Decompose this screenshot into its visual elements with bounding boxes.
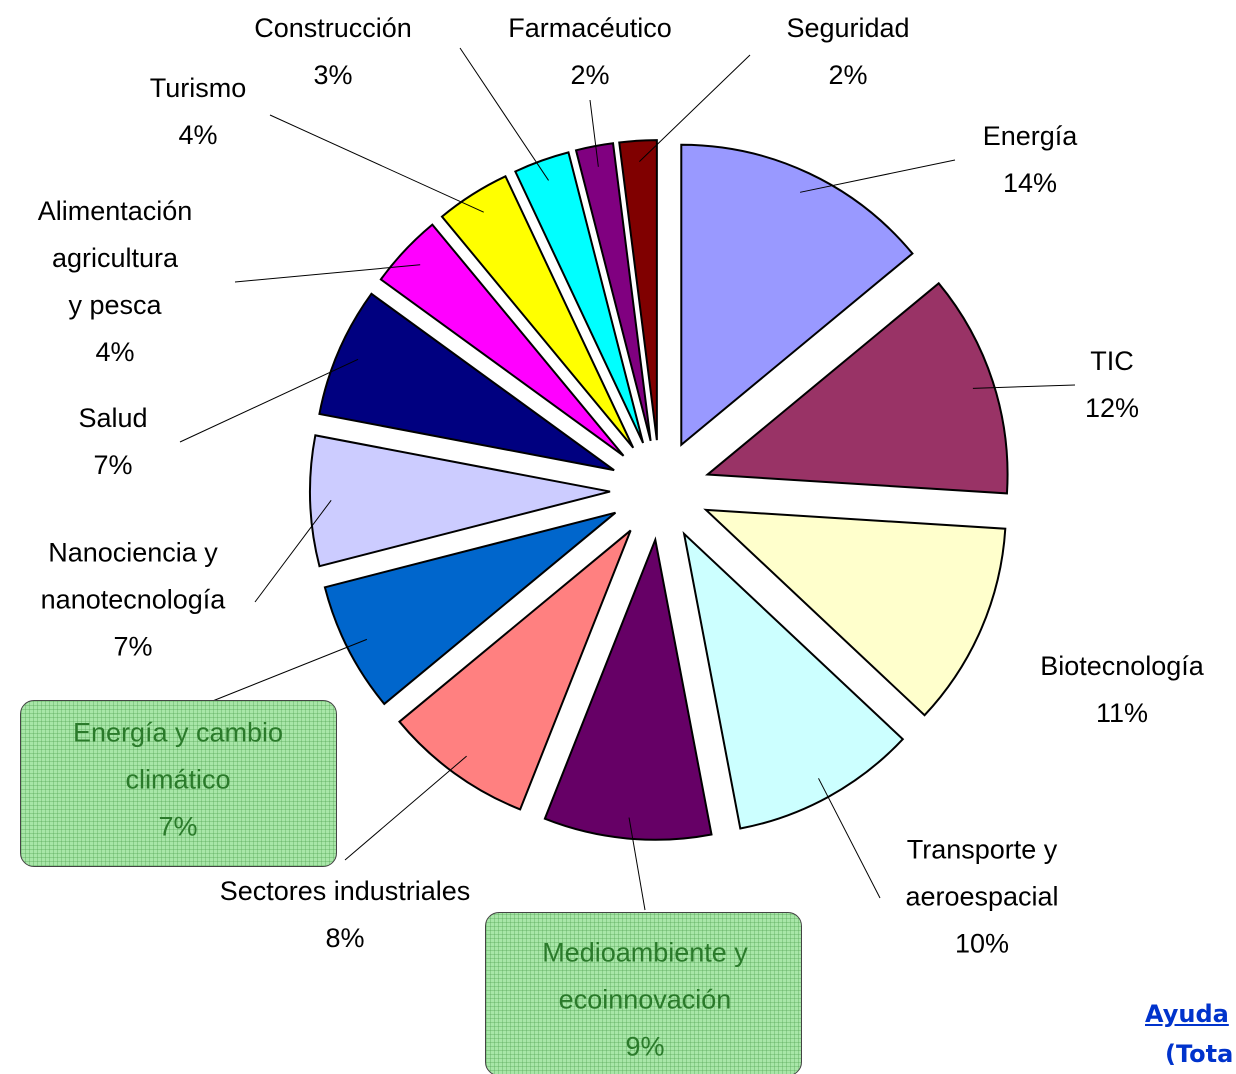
- category-label: Energía y cambio climático: [72, 717, 284, 795]
- pie-slice: [682, 530, 905, 830]
- value-label: 3%: [313, 60, 353, 90]
- leader-line: [459, 47, 549, 181]
- value-label: 7%: [158, 811, 198, 842]
- pie-slice: [680, 143, 914, 447]
- leader-line: [638, 54, 751, 163]
- annotation: Ayuda: [1145, 1000, 1229, 1028]
- slice-label: Alimentación agricultura y pesca 4%: [38, 188, 193, 376]
- slice-label: Energía 14%: [983, 113, 1078, 207]
- leader-line: [269, 114, 484, 213]
- category-label: Salud: [78, 403, 148, 433]
- value-label: 10%: [954, 928, 1010, 959]
- slice-label: Biotecnología 11%: [1040, 643, 1204, 737]
- category-label: Biotecnología: [1040, 651, 1204, 681]
- slice-label: Nanociencia y nanotecnología 7%: [41, 530, 226, 671]
- pie-slice: [704, 281, 1009, 495]
- pie-slice: [543, 536, 713, 841]
- leader-line: [344, 755, 467, 861]
- slice-label: Transporte y aeroespacial 10%: [905, 827, 1058, 968]
- value-label: 2%: [570, 60, 610, 90]
- value-label: 12%: [1084, 393, 1140, 423]
- slice-label: Farmacéutico 2%: [508, 5, 672, 99]
- category-label: Sectores industriales: [219, 876, 471, 906]
- slice-label: Salud 7%: [78, 395, 147, 489]
- category-label: Farmacéutico: [508, 13, 672, 43]
- slice-label: Turismo 4%: [150, 65, 247, 159]
- annotation: (Tota: [1165, 1040, 1234, 1068]
- leader-line: [972, 384, 1076, 389]
- leader-line: [628, 817, 646, 911]
- leader-line: [234, 264, 421, 283]
- slice-label: Medioambiente y ecoinnovación 9%: [542, 930, 748, 1071]
- category-label: Seguridad: [786, 13, 910, 43]
- pie-slice: [379, 223, 625, 457]
- value-label: 7%: [113, 631, 153, 662]
- pie-slice: [513, 151, 645, 444]
- category-label: Nanociencia y nanotecnología: [40, 537, 226, 615]
- value-label: 11%: [1095, 698, 1149, 728]
- label-box: [20, 700, 337, 867]
- value-label: 2%: [828, 60, 868, 90]
- category-label: Energía: [982, 121, 1078, 151]
- category-label: Medioambiente y ecoinnovación: [542, 937, 748, 1015]
- pie-slice: [318, 292, 615, 472]
- label-box: [485, 912, 802, 1074]
- category-label: Construcción: [254, 13, 412, 43]
- category-label: Turismo: [149, 73, 247, 103]
- category-label: TIC: [1090, 346, 1134, 376]
- pie-slice: [703, 508, 1007, 717]
- leader-line: [179, 358, 359, 443]
- slice-label: Energía y cambio climático 7%: [73, 710, 283, 851]
- value-label: 9%: [625, 1031, 665, 1062]
- pie-slice: [309, 434, 611, 568]
- slice-label: Construcción 3%: [254, 5, 412, 99]
- pie-slice: [574, 142, 652, 442]
- category-label: Transporte y aeroespacial: [905, 834, 1059, 912]
- leader-line: [254, 500, 332, 603]
- leader-line: [799, 159, 956, 193]
- slice-label: TIC 12%: [1085, 338, 1139, 432]
- pie-slice: [618, 139, 658, 441]
- value-label: 7%: [93, 450, 133, 480]
- leader-line: [818, 778, 881, 899]
- value-label: 8%: [325, 923, 365, 953]
- slice-label: Sectores industriales 8%: [220, 868, 471, 962]
- value-label: 14%: [1002, 168, 1058, 198]
- value-label: 4%: [178, 120, 218, 150]
- pie-slice: [440, 175, 635, 449]
- slice-label: Seguridad 2%: [786, 5, 909, 99]
- leader-line: [184, 638, 368, 713]
- value-label: 4%: [95, 337, 135, 367]
- leader-line: [589, 99, 599, 167]
- pie-slice: [323, 511, 617, 706]
- pie-slice: [398, 529, 632, 811]
- category-label: Alimentación agricultura y pesca: [37, 196, 193, 320]
